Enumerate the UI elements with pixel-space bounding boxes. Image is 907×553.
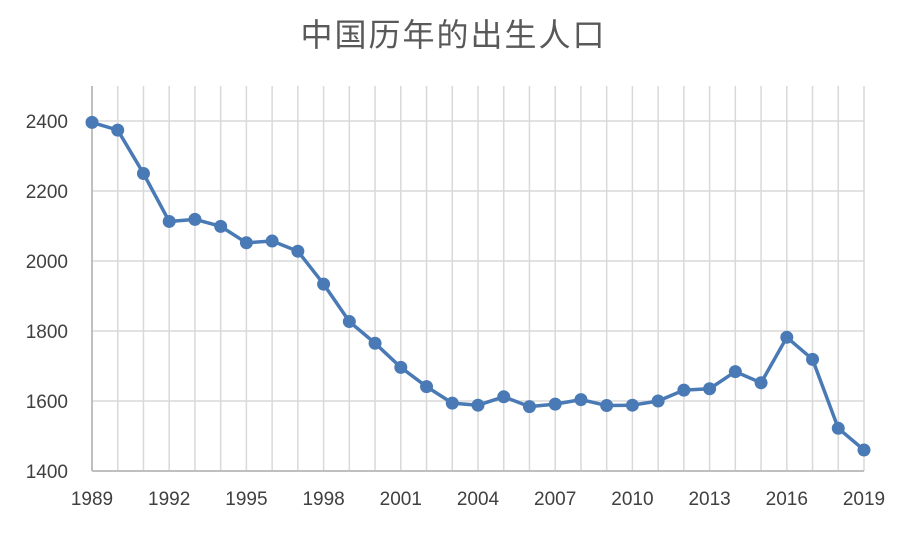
data-point bbox=[857, 443, 871, 457]
x-tick-label: 1998 bbox=[302, 489, 344, 510]
data-point bbox=[342, 315, 356, 329]
data-point bbox=[317, 277, 331, 291]
x-tick-label: 2004 bbox=[457, 489, 500, 510]
data-point bbox=[445, 396, 459, 410]
y-tick-label: 1400 bbox=[26, 462, 68, 483]
x-tick-label: 1992 bbox=[148, 489, 190, 510]
x-tick-label: 2019 bbox=[843, 489, 885, 510]
data-point bbox=[85, 115, 99, 129]
y-tick-label: 1800 bbox=[26, 322, 68, 343]
data-point bbox=[703, 382, 717, 396]
x-tick-label: 2010 bbox=[611, 489, 653, 510]
data-point bbox=[728, 365, 742, 379]
data-point bbox=[136, 167, 150, 180]
data-point bbox=[265, 234, 279, 248]
data-point bbox=[394, 360, 408, 374]
data-point bbox=[162, 214, 176, 228]
data-point bbox=[522, 400, 536, 414]
chart-title: 中国历年的出生人口 bbox=[300, 16, 607, 54]
y-tick-label: 1600 bbox=[26, 392, 68, 413]
x-tick-label: 1995 bbox=[225, 489, 267, 510]
data-point bbox=[420, 380, 434, 394]
data-point bbox=[188, 212, 202, 226]
x-tick-label: 1989 bbox=[71, 489, 113, 510]
x-tick-label: 2007 bbox=[534, 489, 576, 510]
data-point bbox=[625, 398, 639, 412]
data-point bbox=[239, 236, 253, 250]
data-point bbox=[600, 399, 614, 413]
data-point bbox=[291, 244, 305, 258]
data-point bbox=[651, 394, 665, 408]
data-point bbox=[574, 393, 588, 407]
data-point bbox=[111, 123, 125, 137]
data-point bbox=[368, 336, 382, 350]
data-point bbox=[831, 421, 845, 435]
data-point bbox=[677, 383, 691, 397]
y-tick-label: 2400 bbox=[26, 112, 68, 133]
data-point bbox=[754, 376, 768, 390]
x-tick-label: 2013 bbox=[688, 489, 730, 510]
x-tick-label: 2016 bbox=[766, 489, 808, 510]
data-point bbox=[780, 330, 794, 344]
y-tick-label: 2200 bbox=[26, 182, 68, 203]
data-point bbox=[806, 352, 820, 366]
data-point bbox=[471, 398, 485, 412]
data-point bbox=[548, 397, 562, 411]
data-point bbox=[497, 390, 511, 404]
x-tick-label: 2001 bbox=[380, 489, 422, 510]
data-point bbox=[214, 219, 228, 233]
y-tick-label: 2000 bbox=[26, 252, 68, 273]
